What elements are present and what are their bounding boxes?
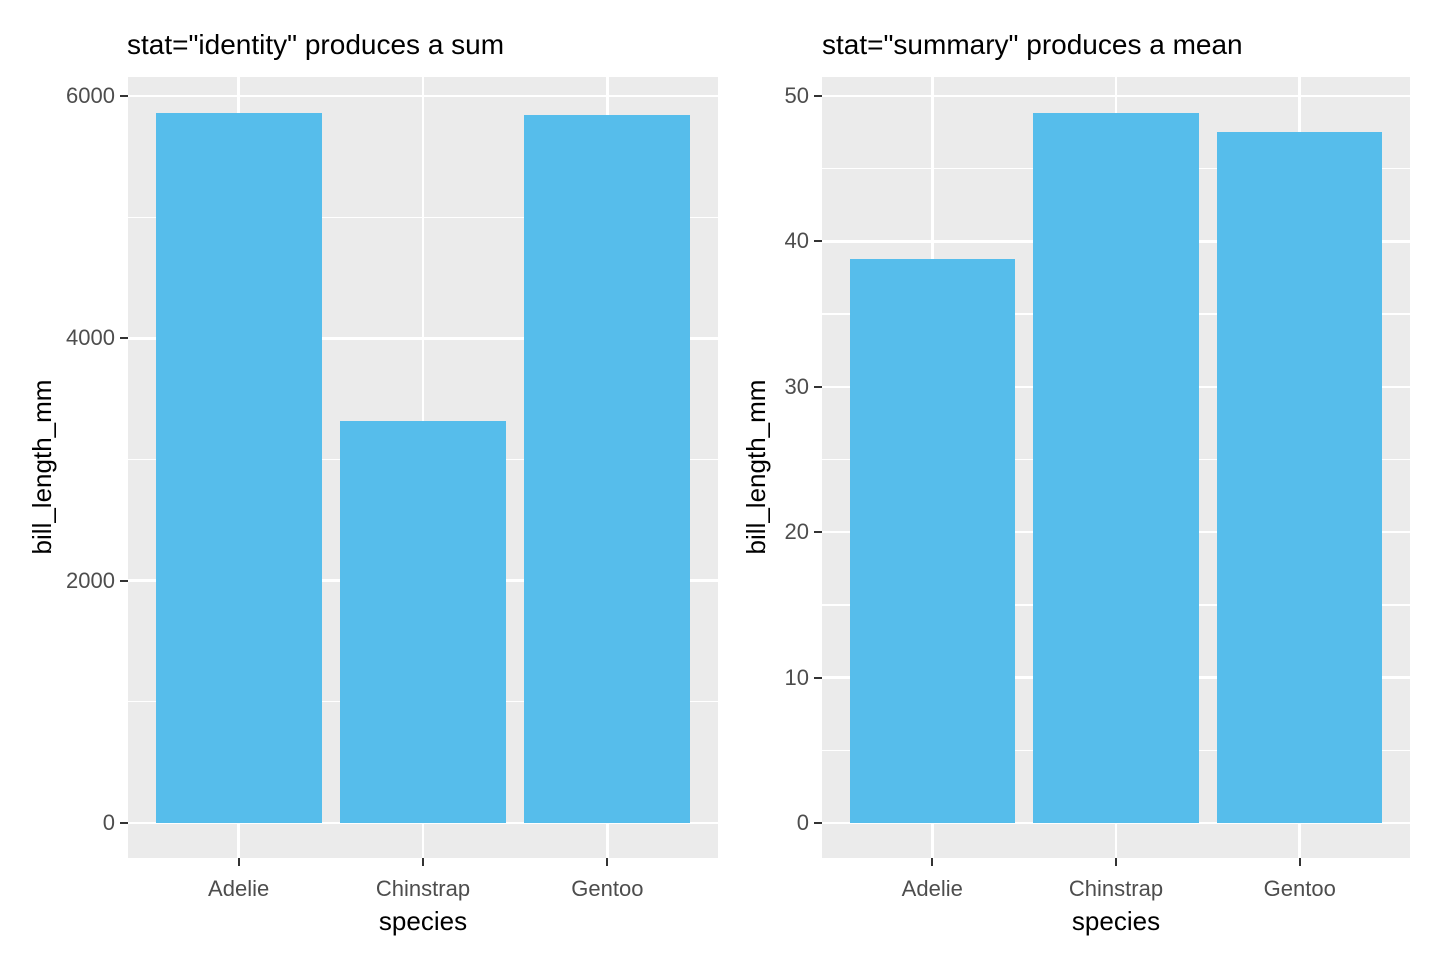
bar-chinstrap <box>1033 113 1199 823</box>
x-tick-label: Chinstrap <box>1068 876 1164 901</box>
plot-panel <box>822 77 1410 858</box>
bar-gentoo <box>1217 132 1383 823</box>
x-tick-label: Adelie <box>208 876 270 901</box>
y-tick-label: 50 <box>784 83 809 108</box>
y-tick-mark <box>814 385 822 388</box>
y-tick-mark <box>814 531 822 534</box>
y-tick-mark <box>120 337 128 340</box>
y-tick-label: 0 <box>796 810 809 835</box>
y-tick-label: 20 <box>784 519 809 545</box>
chart-title: stat="summary" produces a mean <box>822 29 1243 60</box>
y-tick-mark <box>120 579 128 582</box>
y-axis-title: bill_length_mm <box>741 379 771 555</box>
y-tick-label: 10 <box>784 664 809 690</box>
bar-gentoo <box>524 115 691 823</box>
x-axis-title: species <box>1071 906 1161 936</box>
plot-panel <box>128 77 718 858</box>
x-tick-mark <box>421 858 425 866</box>
x-tick-label: Chinstrap <box>375 876 471 901</box>
x-tick-label: Gentoo <box>571 876 644 901</box>
y-tick-label: 4000 <box>66 325 115 351</box>
x-tick-label: Gentoo <box>1263 876 1336 901</box>
x-tick-label: Adelie <box>901 876 963 901</box>
y-tick-label: 30 <box>784 373 809 399</box>
y-tick-mark <box>120 821 128 825</box>
y-tick-label: 6000 <box>66 83 115 108</box>
x-tick-mark <box>606 858 609 866</box>
x-tick-mark <box>237 858 240 866</box>
y-tick-label: 40 <box>784 228 809 254</box>
bar-chinstrap <box>340 420 506 823</box>
y-axis-title: bill_length_mm <box>27 379 57 555</box>
y-tick-label: 0 <box>102 810 115 835</box>
x-tick-mark <box>1114 858 1118 866</box>
x-tick-mark <box>931 858 934 866</box>
chart-identity-sum: stat="identity" produces a sum bill_leng… <box>27 29 718 936</box>
y-tick-mark <box>814 94 822 98</box>
x-tick-mark <box>1298 858 1301 866</box>
chart-title: stat="identity" produces a sum <box>127 29 505 60</box>
y-tick-mark <box>814 676 822 679</box>
bar-adelie <box>849 258 1015 823</box>
bar-adelie <box>155 113 322 823</box>
chart-summary-mean: stat="summary" produces a mean bill_leng… <box>720 0 1440 960</box>
y-tick-mark <box>814 821 822 825</box>
x-axis-title: species <box>378 906 468 936</box>
y-tick-label: 2000 <box>66 567 115 593</box>
y-tick-mark <box>814 240 822 243</box>
y-tick-mark <box>120 94 128 98</box>
